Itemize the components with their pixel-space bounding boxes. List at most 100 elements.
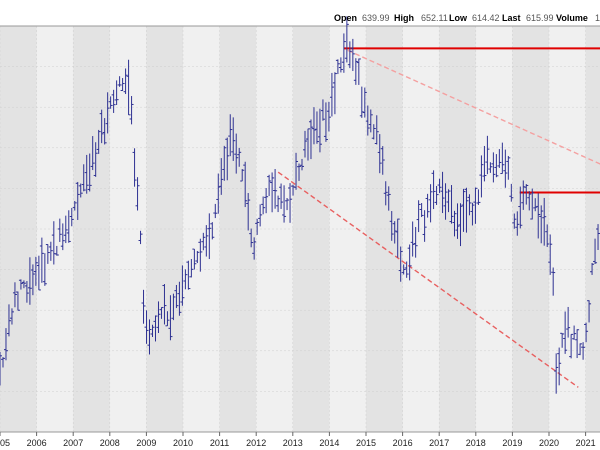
ohlc-bar <box>150 324 155 338</box>
ohlc-bar <box>96 129 101 154</box>
ohlc-bar <box>413 226 418 258</box>
year-band <box>292 26 330 432</box>
ohlc-bar <box>512 213 517 229</box>
ohlc-bar <box>380 146 385 175</box>
x-tick-label: 2021 <box>576 438 596 448</box>
ohlc-bar <box>60 223 65 251</box>
ohlc-bar <box>201 232 206 251</box>
ohlc-bar <box>36 255 41 291</box>
ohlc-bar <box>129 96 134 125</box>
ohlc-bar <box>171 293 176 321</box>
ohlc-bar <box>189 259 194 278</box>
volume-value: 1 <box>595 13 600 23</box>
ohlc-bar <box>75 181 80 220</box>
ohlc-bar <box>225 137 230 181</box>
ohlc-bar <box>434 185 439 205</box>
ohlc-bar <box>371 124 376 140</box>
ohlc-bar <box>365 105 370 136</box>
ohlc-bar <box>204 225 209 257</box>
ohlc-bar <box>18 279 23 290</box>
ohlc-bar <box>72 201 77 211</box>
ohlc-bar <box>288 183 293 223</box>
ohlc-bar <box>344 16 349 63</box>
ohlc-bar <box>168 295 173 341</box>
ohlc-bar <box>323 102 328 142</box>
ohlc-bar <box>485 135 490 175</box>
ohlc-bar <box>569 333 574 359</box>
ohlc-bar <box>39 237 44 283</box>
ohlc-bar <box>174 284 179 309</box>
ohlc-bar <box>335 59 340 75</box>
ohlc-bar <box>476 189 481 205</box>
ohlc-bar <box>578 343 583 356</box>
ohlc-bar <box>317 108 322 153</box>
ohlc-bar <box>557 347 562 386</box>
ohlc-bar <box>300 158 305 171</box>
ohlc-bar <box>237 147 242 167</box>
low-value: 614.42 <box>472 13 500 23</box>
low-label: Low <box>449 13 468 23</box>
ohlc-bar <box>383 181 388 206</box>
ohlc-bar <box>350 38 355 72</box>
ohlc-bar <box>443 183 448 220</box>
ohlc-bar <box>3 328 8 361</box>
ohlc-bar <box>54 245 59 256</box>
x-tick-label: 2017 <box>429 438 449 448</box>
trend-line-upper <box>347 49 600 165</box>
ohlc-bar <box>222 145 227 181</box>
x-tick-label: 2010 <box>173 438 193 448</box>
ohlc-bar <box>515 211 520 236</box>
ohlc-bar <box>506 155 511 180</box>
ohlc-bar <box>500 142 505 175</box>
ohlc-bar <box>156 301 161 333</box>
ohlc-bar <box>81 164 86 192</box>
ohlc-bar <box>560 332 565 348</box>
ohlc-bar <box>440 171 445 214</box>
high-value: 652.11 <box>421 13 448 23</box>
ohlc-bar <box>279 183 284 209</box>
ohlc-bar <box>207 213 212 260</box>
ohlc-bar <box>305 128 310 161</box>
year-band <box>73 26 110 432</box>
ohlc-bar <box>590 262 595 275</box>
x-tick-label: 2007 <box>63 438 83 448</box>
ohlc-bar <box>12 282 17 308</box>
ohlc-bar <box>446 189 451 213</box>
ohlc-bar <box>497 149 502 168</box>
ohlc-bar <box>138 230 143 245</box>
x-tick-label: 2019 <box>502 438 522 448</box>
ohlc-bar <box>308 119 313 160</box>
x-tick-label: 2013 <box>283 438 303 448</box>
x-tick-label: 2020 <box>539 438 559 448</box>
ohlc-bar <box>461 188 466 232</box>
ohlc-bar <box>30 264 35 296</box>
ohlc-bar <box>359 86 364 118</box>
ohlc-bar <box>368 109 373 133</box>
x-tick-label: 2011 <box>210 438 229 448</box>
ohlc-bar <box>192 248 197 270</box>
ohlc-bar <box>353 58 358 85</box>
ohlc-bar <box>21 280 26 289</box>
ohlc-bar <box>78 183 83 198</box>
ohlc-bar <box>473 187 478 224</box>
ohlc-bar <box>494 154 499 178</box>
ohlc-bar <box>111 89 116 113</box>
ohlc-bar <box>563 311 568 354</box>
x-tick-label: 2005 <box>0 438 10 448</box>
ohlc-bar <box>105 92 110 134</box>
ohlc-bar <box>294 152 299 190</box>
ohlc-bar <box>180 265 185 306</box>
ohlc-bar <box>488 162 493 173</box>
high-label: High <box>394 13 414 23</box>
ohlc-bar <box>0 351 2 386</box>
ohlc-bar <box>338 57 343 73</box>
ohlc-bar <box>0 357 5 368</box>
ohlc-bar <box>219 158 224 195</box>
x-tick-label: 2018 <box>466 438 486 448</box>
ohlc-bar <box>27 257 32 305</box>
ohlc-bar <box>575 329 580 359</box>
ohlc-bar <box>258 204 263 227</box>
ohlc-bar <box>392 221 397 244</box>
ohlc-bar <box>24 281 29 303</box>
volume-label: Volume <box>556 13 588 23</box>
